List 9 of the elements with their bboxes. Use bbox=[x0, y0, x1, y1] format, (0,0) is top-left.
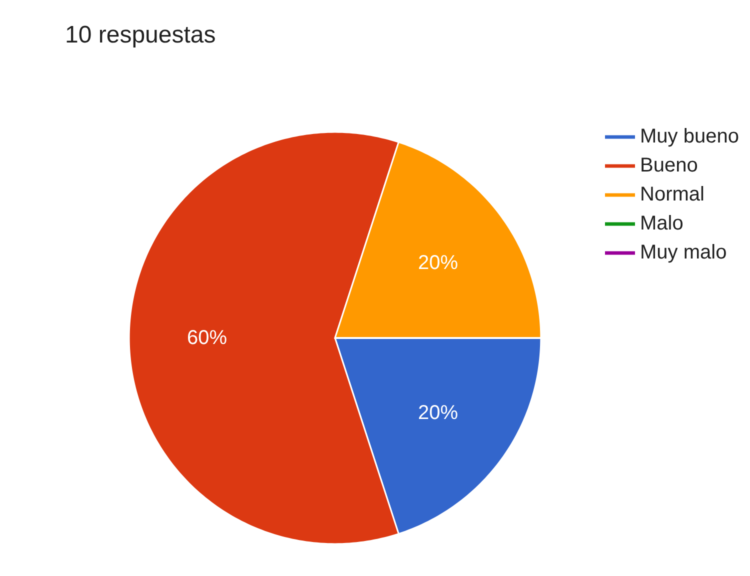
legend-label: Malo bbox=[640, 212, 684, 234]
data-label: 20% bbox=[418, 252, 458, 274]
chart-title: 10 respuestas bbox=[65, 21, 216, 48]
legend-label: Muy malo bbox=[640, 242, 727, 264]
data-label: 60% bbox=[187, 327, 228, 349]
data-label: 20% bbox=[418, 402, 458, 424]
legend-label: Normal bbox=[640, 184, 704, 206]
legend-label: Muy bueno bbox=[640, 126, 739, 148]
legend-label: Bueno bbox=[640, 154, 698, 176]
